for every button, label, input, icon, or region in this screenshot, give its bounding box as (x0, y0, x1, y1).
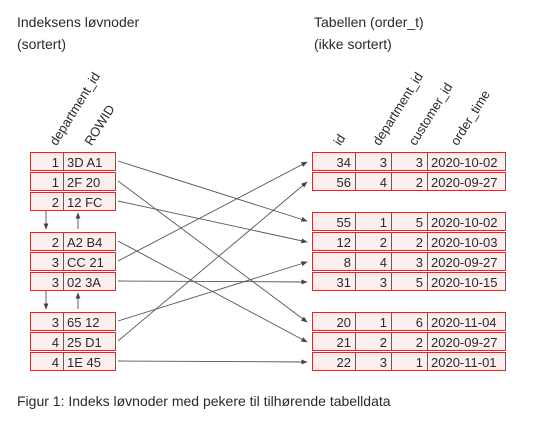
index-cell-department-id: 2 (30, 232, 64, 251)
index-cell-rowid: 1E 45 (63, 352, 116, 371)
table-subtitle: (ikke sortert) (314, 36, 392, 52)
table-cell-order-time: 2020-09-27 (427, 172, 506, 191)
index-cell-rowid: CC 21 (63, 252, 116, 271)
rowid-pointer-arrow (117, 161, 308, 262)
table-cell-order-time: 2020-11-04 (427, 312, 506, 331)
table-cell-department-id: 3 (355, 272, 392, 291)
table-cell-order-time: 2020-10-02 (427, 152, 506, 171)
table-cell-order-time: 2020-10-02 (427, 212, 506, 231)
table-cell-id: 34 (312, 152, 356, 171)
table-cell-id: 22 (312, 352, 356, 371)
index-cell-rowid: 02 3A (63, 272, 116, 291)
table-cell-customer-id: 5 (391, 272, 428, 291)
table-cell-department-id: 2 (355, 332, 392, 351)
table-cell-order-time: 2020-10-03 (427, 232, 506, 251)
rowid-pointer-arrow (117, 279, 308, 285)
index-cell-rowid: A2 B4 (63, 232, 116, 251)
table-cell-id: 12 (312, 232, 356, 251)
rowid-pointer-arrow (117, 359, 308, 365)
rowid-pointer-arrow (117, 261, 308, 322)
table-cell-id: 55 (312, 212, 356, 231)
table-cell-order-time: 2020-10-15 (427, 272, 506, 291)
rowid-pointer-arrow (117, 180, 308, 323)
table-cell-department-id: 2 (355, 232, 392, 251)
rowid-pointer-arrow (117, 160, 308, 222)
table-cell-id: 56 (312, 172, 356, 191)
index-cell-rowid: 12 FC (63, 192, 116, 211)
table-cell-customer-id: 5 (391, 212, 428, 231)
table-cell-department-id: 4 (355, 252, 392, 271)
index-cell-rowid: 2F 20 (63, 172, 116, 191)
table-cell-order-time: 2020-09-27 (427, 252, 506, 271)
table-title: Tabellen (order_t) (314, 14, 424, 30)
index-cell-rowid: 3D A1 (63, 152, 116, 171)
index-subtitle: (sortert) (17, 36, 66, 52)
table-cell-department-id: 3 (355, 152, 392, 171)
table-cell-order-time: 2020-11-01 (427, 352, 506, 371)
table-cell-customer-id: 2 (391, 232, 428, 251)
rowid-pointer-arrow (117, 200, 308, 244)
table-cell-id: 31 (312, 272, 356, 291)
figure-caption: Figur 1: Indeks løvnoder med pekere til … (17, 393, 391, 409)
table-cell-order-time: 2020-09-27 (427, 332, 506, 351)
index-cell-rowid: 65 12 (63, 312, 116, 331)
index-cell-rowid: 25 D1 (63, 332, 116, 351)
index-cell-department-id: 3 (30, 272, 64, 291)
rowid-pointer-arrow (117, 181, 308, 342)
index-title: Indeksens løvnoder (17, 14, 140, 30)
